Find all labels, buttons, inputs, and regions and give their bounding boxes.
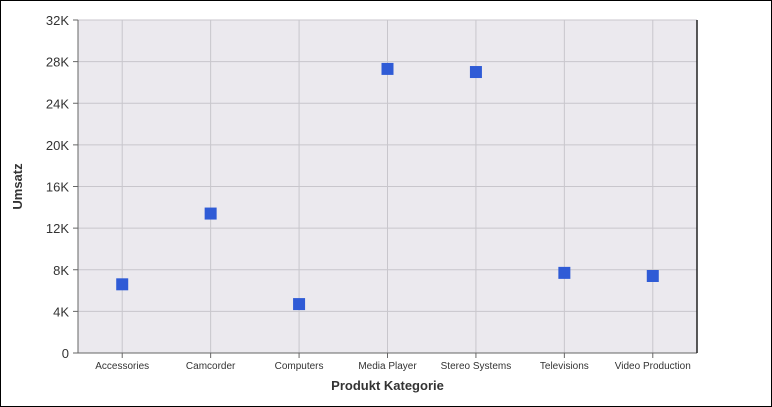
data-point [293, 298, 306, 311]
x-category-label: Video Production [615, 361, 691, 372]
y-tick-label: 16K [46, 180, 69, 195]
tick-labels: 0 4K 8K 12K 16K 20K 24K 28K 32K Accessories Camcor… [46, 13, 691, 372]
y-tick-label: 32K [46, 13, 69, 28]
x-category-label: Televisions [540, 361, 589, 372]
y-tick-label: 4K [53, 304, 69, 319]
y-tick-label: 28K [46, 55, 69, 70]
y-tick-label: 24K [46, 96, 69, 111]
x-category-label: Media Player [358, 361, 417, 372]
data-point [558, 266, 571, 279]
y-tick-label: 8K [53, 263, 69, 278]
x-category-label: Stereo Systems [441, 361, 512, 372]
axes [73, 19, 698, 358]
x-category-label: Camcorder [186, 361, 236, 372]
grid-lines [78, 19, 697, 353]
data-points [116, 62, 659, 311]
y-axis-title: Umsatz [10, 163, 25, 210]
x-axis-title: Produkt Kategorie [331, 378, 444, 393]
y-tick-label: 20K [46, 138, 69, 153]
data-point [204, 207, 217, 220]
x-category-label: Accessories [95, 361, 149, 372]
data-point [469, 66, 482, 79]
y-tick-label: 0 [62, 346, 69, 361]
y-tick-label: 12K [46, 221, 69, 236]
data-point [116, 278, 129, 291]
data-point [646, 269, 659, 282]
x-category-label: Computers [275, 361, 324, 372]
data-point [381, 62, 394, 75]
